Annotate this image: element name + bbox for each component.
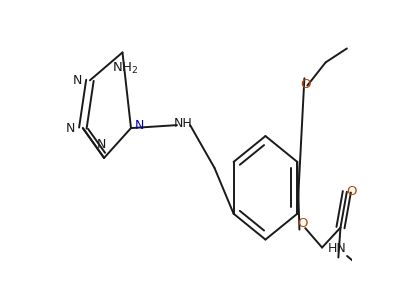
Text: O: O [301, 78, 311, 91]
Text: N: N [73, 74, 82, 87]
Text: O: O [297, 217, 308, 230]
Text: N: N [66, 122, 75, 134]
Text: O: O [346, 185, 356, 198]
Text: N: N [96, 138, 106, 151]
Text: NH$_2$: NH$_2$ [112, 61, 138, 76]
Text: NH: NH [173, 117, 192, 130]
Text: HN: HN [328, 242, 346, 255]
Text: N: N [135, 119, 145, 132]
